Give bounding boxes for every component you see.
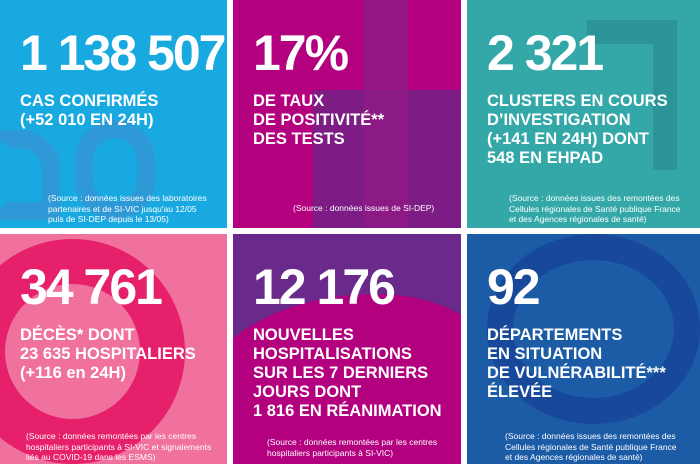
deaths-source: (Source : données remontées par les cent… (26, 431, 212, 462)
tile-positivity: 17% DE TAUX DE POSITIVITÉ** DES TESTS (S… (233, 0, 461, 228)
hospitalisations-label: NOUVELLES HOSPITALISATIONS SUR LES 7 DER… (253, 326, 442, 420)
clusters-value: 2 321 (487, 25, 604, 81)
decorative-blob (233, 294, 461, 464)
clusters-label: CLUSTERS EN COURS D’INVESTIGATION (+141 … (487, 92, 668, 167)
hospitalisations-source: (Source : données remontées par les cent… (267, 437, 438, 458)
deaths-label: DÉCÈS* DONT 23 635 HOSPITALIERS (+116 en… (20, 326, 196, 382)
positivity-label: DE TAUX DE POSITIVITÉ** DES TESTS (253, 92, 385, 148)
departments-value: 92 (487, 259, 541, 315)
tile-clusters: 2 321 CLUSTERS EN COURS D’INVESTIGATION … (467, 0, 700, 228)
confirmed-cases-value: 1 138 507 (20, 25, 226, 81)
decorative-arrow (587, 20, 677, 170)
clusters-source: (Source : données issues des remontées d… (509, 193, 681, 224)
departments-source: (Source : données issues des remontées d… (505, 431, 677, 462)
positivity-source: (Source : données issues de SI-DEP) (293, 203, 435, 213)
confirmed-cases-source: (Source : données issues des laboratoire… (48, 193, 207, 224)
departments-label: DÉPARTEMENTS EN SITUATION DE VULNÉRABILI… (487, 326, 666, 401)
hospitalisations-value: 12 176 (253, 259, 396, 315)
tile-departments: 92 DÉPARTEMENTS EN SITUATION DE VULNÉRAB… (467, 234, 700, 464)
tile-confirmed-cases: 1 138 507 CAS CONFIRMÉS (+52 010 EN 24H)… (0, 0, 227, 228)
tile-deaths: 34 761 DÉCÈS* DONT 23 635 HOSPITALIERS (… (0, 234, 227, 464)
decorative-bar (363, 0, 408, 228)
tile-hospitalisations: 12 176 NOUVELLES HOSPITALISATIONS SUR LE… (233, 234, 461, 464)
positivity-value: 17% (253, 25, 349, 81)
confirmed-cases-label: CAS CONFIRMÉS (+52 010 EN 24H) (20, 92, 159, 129)
deaths-value: 34 761 (20, 259, 163, 315)
